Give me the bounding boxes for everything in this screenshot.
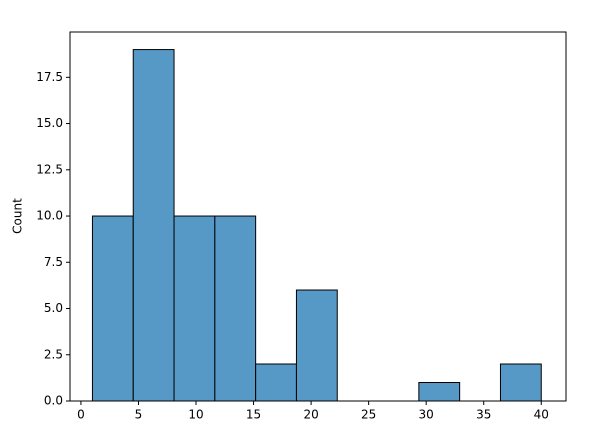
y-axis-label: Count: [11, 198, 25, 234]
y-tick-label: 12.5: [36, 162, 63, 176]
y-tick-label: 5.0: [44, 301, 63, 315]
x-tick-label: 35: [476, 408, 491, 422]
bar: [255, 363, 297, 402]
bar: [295, 289, 338, 402]
y-tick-label: 2.5: [44, 347, 63, 361]
y-tick-label: 10.0: [36, 209, 63, 223]
bar: [418, 382, 461, 402]
y-tick-label: 17.5: [36, 70, 63, 84]
x-tick-label: 0: [77, 408, 85, 422]
y-tick-label: 0.0: [44, 394, 63, 408]
x-tick-label: 5: [135, 408, 143, 422]
bar: [91, 215, 134, 402]
x-tick-label: 10: [188, 408, 203, 422]
bar: [173, 215, 216, 402]
bar: [132, 49, 175, 402]
plot-frame: [69, 31, 567, 402]
x-tick-label: 15: [246, 408, 261, 422]
x-tick-label: 40: [534, 408, 549, 422]
bar: [214, 215, 257, 402]
x-tick-label: 20: [303, 408, 318, 422]
y-tick-label: 7.5: [44, 255, 63, 269]
y-tick-label: 15.0: [36, 116, 63, 130]
x-tick-label: 30: [419, 408, 434, 422]
x-tick-label: 25: [361, 408, 376, 422]
bar: [499, 363, 542, 402]
